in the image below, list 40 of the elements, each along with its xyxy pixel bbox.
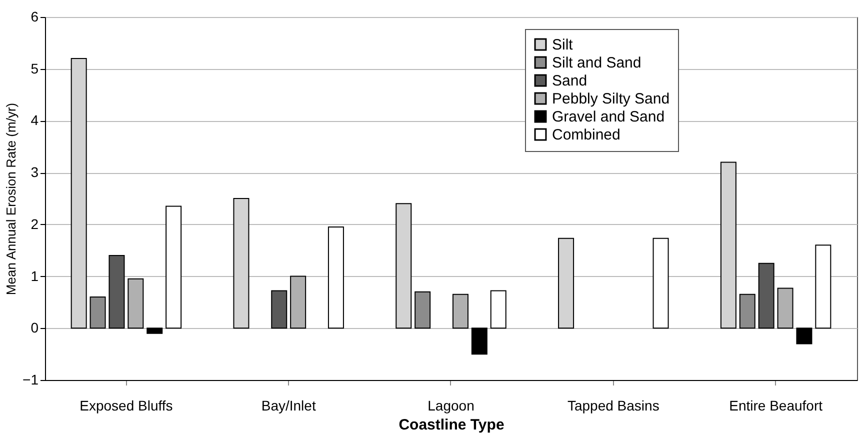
bar bbox=[108, 255, 125, 329]
bar bbox=[758, 262, 774, 329]
bar bbox=[70, 58, 87, 329]
bar bbox=[796, 328, 812, 344]
y-axis-title: Mean Annual Erosion Rate (m/yr) bbox=[4, 102, 19, 296]
bar bbox=[490, 290, 506, 329]
legend-label: Combined bbox=[552, 126, 620, 144]
bar bbox=[146, 328, 163, 334]
x-tick-label: Bay/Inlet bbox=[261, 398, 316, 414]
x-tick-label: Entire Beaufort bbox=[729, 398, 823, 414]
y-tick-label: 2 bbox=[30, 216, 39, 232]
y-tick-label: 6 bbox=[30, 8, 39, 24]
legend-label: Silt and Sand bbox=[552, 54, 642, 72]
bar bbox=[652, 238, 669, 329]
y-tick-label: −1 bbox=[22, 372, 39, 388]
bar bbox=[720, 162, 736, 329]
bar bbox=[271, 290, 288, 329]
bar bbox=[233, 198, 250, 329]
bar bbox=[396, 203, 412, 329]
x-tick-label: Lagoon bbox=[428, 398, 474, 414]
bar bbox=[166, 206, 182, 329]
legend-label: Gravel and Sand bbox=[552, 108, 665, 126]
x-tick-label: Exposed Bluffs bbox=[80, 398, 173, 414]
y-tick-label: 5 bbox=[30, 60, 39, 76]
y-tick-label: 0 bbox=[30, 320, 39, 336]
y-tick-label: 4 bbox=[30, 112, 39, 128]
bar bbox=[815, 244, 832, 329]
x-tick-label: Tapped Basins bbox=[567, 398, 660, 414]
bar bbox=[414, 291, 431, 329]
y-tick-label: 3 bbox=[30, 164, 39, 180]
bar bbox=[90, 296, 106, 329]
legend-label: Silt bbox=[552, 36, 574, 54]
bar bbox=[471, 328, 488, 355]
legend-label: Pebbly Silty Sand bbox=[552, 90, 670, 108]
x-axis-title: Coastline Type bbox=[398, 416, 504, 434]
bar bbox=[739, 294, 756, 329]
y-tick-label: 1 bbox=[30, 268, 39, 284]
legend-label: Sand bbox=[552, 72, 588, 90]
bar bbox=[558, 238, 574, 329]
bar bbox=[328, 226, 344, 329]
